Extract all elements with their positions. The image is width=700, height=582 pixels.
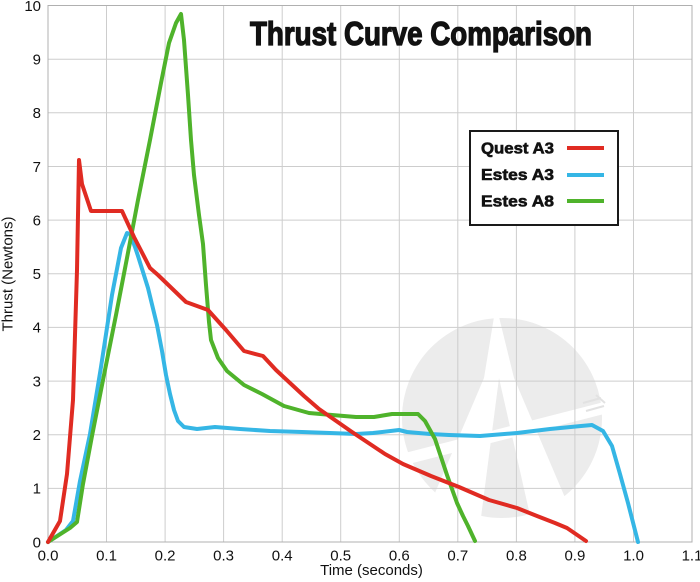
svg-text:5: 5 [33,266,41,283]
svg-text:0.6: 0.6 [389,548,410,565]
svg-text:9: 9 [33,52,41,69]
svg-text:6: 6 [33,212,41,229]
svg-text:0.7: 0.7 [447,548,468,565]
svg-text:0.9: 0.9 [564,548,585,565]
svg-text:4: 4 [33,320,41,337]
svg-text:0: 0 [33,534,41,551]
svg-text:0.8: 0.8 [506,548,527,565]
svg-text:0.0: 0.0 [38,548,59,565]
svg-text:1.1: 1.1 [682,548,700,565]
svg-text:Quest A3: Quest A3 [481,141,554,158]
svg-text:0.5: 0.5 [330,548,351,565]
svg-text:0.1: 0.1 [96,548,117,565]
svg-text:7: 7 [33,159,41,176]
svg-text:Estes A3: Estes A3 [481,167,554,184]
svg-text:3: 3 [33,373,41,390]
svg-text:0.4: 0.4 [272,548,293,565]
svg-text:0.2: 0.2 [155,548,176,565]
svg-text:0.3: 0.3 [213,548,234,565]
svg-text:8: 8 [33,105,41,122]
svg-text:Thrust Curve Comparison: Thrust Curve Comparison [250,15,592,52]
svg-text:1: 1 [33,481,41,498]
svg-text:10: 10 [24,0,41,15]
svg-text:Thrust (Newtons): Thrust (Newtons) [0,216,17,331]
svg-text:2: 2 [33,427,41,444]
svg-text:Estes A8: Estes A8 [481,194,554,211]
svg-text:1.0: 1.0 [623,548,644,565]
svg-text:Time (seconds): Time (seconds) [320,562,423,579]
